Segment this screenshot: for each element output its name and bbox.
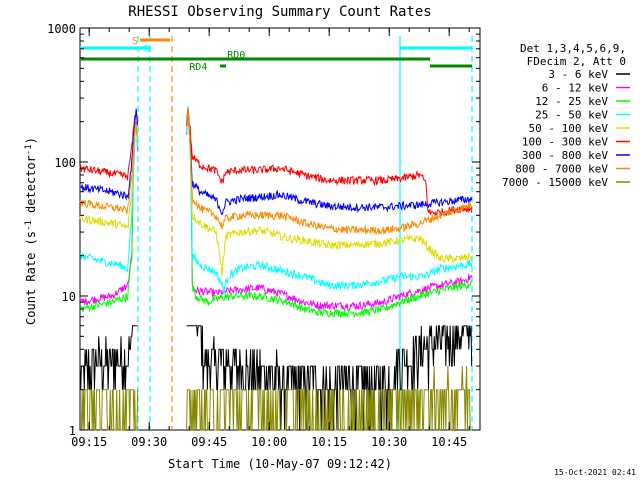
x-tick-label: 10:45 [431, 435, 467, 449]
y-axis-label-sup2: -1 [24, 144, 34, 155]
x-tick-label: 10:00 [251, 435, 287, 449]
x-tick-label: 09:15 [71, 435, 107, 449]
y-axis-label-end: ) [24, 137, 38, 144]
series-line [79, 325, 138, 391]
y-tick-label: 100 [54, 156, 76, 170]
y-axis: 1 10 100 1000 [47, 22, 480, 438]
legend-label: 50 - 100 keV [529, 122, 609, 135]
legend-label: 800 - 7000 keV [515, 163, 608, 176]
legend-label: 7000 - 15000 keV [502, 176, 608, 189]
rd4-flag-label: RD4 [189, 62, 207, 73]
series-line [186, 109, 473, 276]
legend-label: 25 - 50 keV [535, 109, 608, 122]
chart-title: RHESSI Observing Summary Count Rates [128, 4, 431, 20]
x-tick-label: 09:30 [131, 435, 167, 449]
legend-label: 300 - 800 keV [522, 149, 608, 162]
series-line [186, 108, 473, 216]
series-line [79, 112, 139, 181]
series-line [79, 126, 139, 313]
series-line [80, 389, 139, 431]
rd0-flag-label: RD0 [227, 50, 245, 61]
y-axis-label: Count Rate (s-1 detector-1) [24, 137, 38, 325]
x-axis-label: Start Time (10-May-07 09:12:42) [168, 457, 392, 471]
x-axis: 09:15 09:30 09:45 10:00 10:15 10:30 10:45 [71, 28, 470, 449]
series-line [79, 123, 139, 273]
series-line [186, 108, 473, 235]
x-tick-label: 10:15 [311, 435, 347, 449]
series-line [186, 110, 473, 319]
x-tick-label: 10:30 [371, 435, 407, 449]
saa-flag-label: S [132, 36, 138, 47]
legend: Det 1,3,4,5,6,9, FDecim 2, Att 0 3 - 6 k… [502, 42, 630, 189]
legend-label: 6 - 12 keV [542, 82, 609, 95]
series-line [79, 123, 139, 215]
y-tick-label: 1 [69, 424, 76, 438]
y-axis-label-main: Count Rate (s [24, 231, 38, 325]
series-line [79, 108, 139, 201]
night-flag-label: N [144, 44, 150, 55]
series-line [186, 109, 473, 311]
x-tick-label: 09:45 [191, 435, 227, 449]
legend-header-line-1: Det 1,3,4,5,6,9, [520, 42, 626, 55]
y-tick-label: 10 [62, 290, 76, 304]
series-line [186, 107, 473, 218]
series-line [79, 126, 139, 230]
legend-label: 100 - 300 keV [522, 136, 608, 149]
series-line [79, 121, 139, 307]
legend-header-line-2: FDecim 2, Att 0 [527, 55, 626, 68]
footer-date: 15-Oct-2021 02:41 [554, 468, 636, 477]
y-axis-label-mid: detector [24, 155, 38, 220]
series-line [186, 105, 473, 295]
legend-label: 12 - 25 keV [535, 95, 608, 108]
y-axis-label-sup1: -1 [24, 220, 34, 231]
series-group [79, 105, 473, 431]
legend-label: 3 - 6 keV [548, 68, 608, 81]
y-tick-label: 1000 [47, 22, 76, 36]
